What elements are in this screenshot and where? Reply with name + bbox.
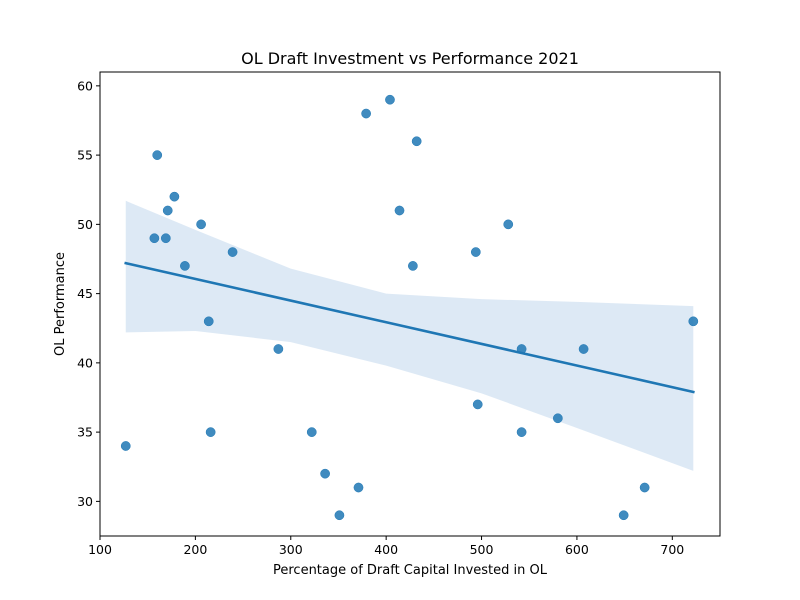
y-tick-label: 30 — [77, 494, 93, 509]
plot-frame — [99, 71, 721, 537]
data-point — [639, 482, 650, 493]
data-point — [470, 247, 481, 257]
regression-line — [124, 261, 695, 394]
data-point — [149, 233, 160, 244]
y-tick-label: 55 — [77, 148, 93, 163]
x-tick-label: 100 — [88, 542, 112, 557]
x-tick-label: 300 — [279, 542, 303, 557]
y-tick-label: 60 — [77, 78, 93, 93]
data-point — [306, 427, 317, 437]
data-point — [618, 510, 629, 521]
y-tick-label: 35 — [77, 425, 93, 440]
y-tick-label: 45 — [77, 286, 93, 301]
x-tick-label: 400 — [374, 542, 398, 557]
x-tick-label: 600 — [565, 542, 589, 557]
data-point — [205, 427, 216, 437]
data-point — [180, 261, 190, 271]
data-point — [334, 510, 345, 521]
data-point — [516, 427, 527, 437]
data-point — [688, 316, 699, 327]
plot-area: 100 200 300 400 500 600 700 30 35 40 45 50 55 60 — [77, 71, 721, 557]
y-tick-label: 40 — [77, 355, 93, 370]
data-point — [361, 108, 371, 119]
data-point — [408, 261, 418, 271]
x-tick-label: 700 — [660, 542, 684, 557]
x-tick-label: 200 — [183, 542, 207, 557]
data-point — [203, 316, 214, 327]
x-tick-label: 500 — [470, 542, 494, 557]
data-point — [472, 399, 483, 410]
data-point — [120, 441, 131, 451]
data-point — [385, 94, 395, 105]
data-point — [152, 150, 163, 160]
x-axis-title: Percentage of Draft Capital Invested in … — [273, 563, 548, 578]
confidence-band — [125, 200, 694, 471]
data-point — [411, 136, 422, 147]
data-point — [169, 191, 180, 202]
y-tick-label: 50 — [77, 217, 93, 232]
data-point — [196, 219, 206, 230]
data-point — [162, 205, 173, 216]
data-point — [227, 247, 238, 257]
y-axis-title: OL Performance — [53, 252, 68, 356]
data-point — [503, 219, 514, 230]
data-point — [160, 233, 171, 244]
data-point — [578, 344, 589, 354]
data-point — [273, 344, 284, 354]
data-point — [353, 482, 364, 493]
data-point — [320, 468, 330, 479]
data-point — [552, 413, 563, 424]
chart-title: OL Draft Investment vs Performance 2021 — [241, 49, 579, 68]
data-point — [394, 205, 405, 216]
